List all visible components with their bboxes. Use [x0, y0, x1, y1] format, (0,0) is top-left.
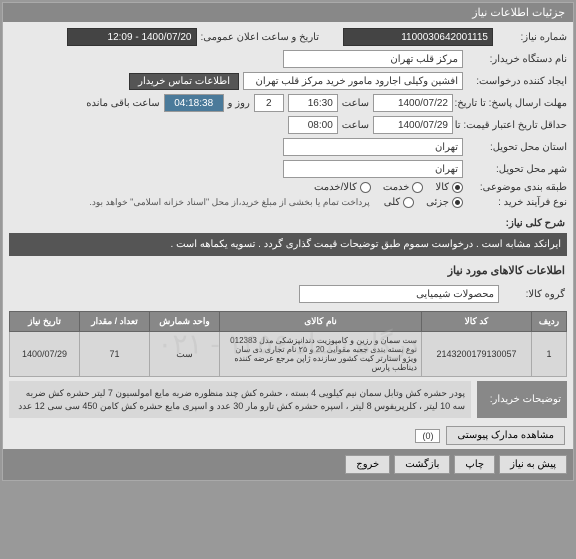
radio-full[interactable] — [452, 197, 463, 208]
class-label: طبقه بندی موضوعی: — [467, 182, 567, 193]
radio-khadmat-label: خدمت — [383, 182, 410, 193]
th-qty: تعداد / مقدار — [80, 312, 150, 332]
panel-header: جزئیات اطلاعات نیاز — [3, 3, 573, 22]
table-row[interactable]: 1 2143200179130057 ست سمان و رزین و کامپ… — [10, 332, 567, 377]
items-table: ردیف کد کالا نام کالای واحد شمارش تعداد … — [9, 311, 567, 377]
radio-kalakhdmat-item[interactable]: کالا/خدمت — [314, 182, 371, 193]
attach-label: مشاهده مدارک پیوستی — [457, 430, 554, 441]
deadline-time-field: 16:30 — [288, 94, 338, 112]
cell-code: 2143200179130057 — [422, 332, 532, 377]
th-code: کد کالا — [422, 312, 532, 332]
countdown-label: ساعت باقی مانده — [86, 98, 159, 109]
attach-count: (0) — [415, 429, 440, 443]
contact-button[interactable]: اطلاعات تماس خریدار — [129, 73, 239, 90]
radio-kala-label: کالا — [435, 182, 449, 193]
buyer-label: نام دستگاه خریدار: — [467, 54, 567, 65]
group-field: محصولات شیمیایی — [299, 285, 499, 303]
cell-row: 1 — [532, 332, 567, 377]
remarks-body: پودر حشره کش وتابل سمان نیم کیلویی 4 بست… — [9, 381, 471, 418]
back-button[interactable]: بازگشت — [394, 455, 450, 474]
deadline-date-field: 1400/07/22 — [373, 94, 453, 112]
radio-kala[interactable] — [452, 182, 463, 193]
time-label-2: ساعت — [342, 120, 369, 131]
exit-button[interactable]: خروج — [345, 455, 390, 474]
requester-label: ایجاد کننده درخواست: — [467, 76, 567, 87]
class-radio-group: کالا خدمت کالا/خدمت — [314, 182, 463, 193]
cell-name: ست سمان و رزین و کامپوزیت دندانپزشکی مدل… — [220, 332, 422, 377]
need-number-label: شماره نیاز: — [497, 32, 567, 43]
days-remain-field: 2 — [254, 94, 284, 112]
radio-kala-item[interactable]: کالا — [435, 182, 463, 193]
cell-unit: ست — [150, 332, 220, 377]
radio-khadmat-item[interactable]: خدمت — [383, 182, 424, 193]
group-label: گروه کالا: — [505, 289, 565, 300]
answer-button[interactable]: پیش به نیاز — [499, 455, 567, 474]
radio-partial-label: کلی — [384, 197, 400, 208]
need-number-field: 1100030642001115 — [343, 28, 493, 46]
print-button[interactable]: چاپ — [454, 455, 495, 474]
issue-place-label: استان محل تحویل: — [467, 142, 567, 153]
radio-kalakhdmat-label: کالا/خدمت — [314, 182, 357, 193]
desc-box: ایرانکد مشابه است . درخواست سموم طبق توض… — [9, 233, 567, 256]
attach-button[interactable]: مشاهده مدارک پیوستی — [446, 426, 565, 445]
process-note: پرداخت تمام یا بخشی از مبلغ خرید،از محل … — [89, 197, 369, 208]
desc-label: شرح کلی نیاز: — [485, 218, 565, 229]
time-label-1: ساعت — [342, 98, 369, 109]
validity-label: حداقل تاریخ اعتبار قیمت: تا تاریخ: — [457, 120, 567, 131]
city-field: تهران — [283, 160, 463, 178]
days-label: روز و — [228, 98, 250, 109]
remarks-label: توضیحات خریدار: — [477, 381, 567, 418]
items-section-title: اطلاعات کالاهای مورد نیاز — [3, 260, 573, 281]
remarks-row: توضیحات خریدار: پودر حشره کش وتابل سمان … — [9, 381, 567, 418]
validity-time-field: 08:00 — [288, 116, 338, 134]
cell-date: 1400/07/29 — [10, 332, 80, 377]
process-label: نوع فرآیند خرید : — [467, 197, 567, 208]
datetime-field: 1400/07/20 - 12:09 — [67, 28, 197, 46]
radio-full-item[interactable]: جزئی — [426, 197, 463, 208]
deadline-label: مهلت ارسال پاسخ: تا تاریخ: — [457, 98, 567, 109]
radio-kalakhdmat[interactable] — [360, 182, 371, 193]
cell-qty: 71 — [80, 332, 150, 377]
form-area: شماره نیاز: 1100030642001115 تاریخ و ساع… — [3, 22, 573, 218]
main-panel: جزئیات اطلاعات نیاز شماره نیاز: 11000306… — [2, 2, 574, 481]
attach-row: مشاهده مدارک پیوستی (0) — [3, 422, 573, 449]
th-row: ردیف — [532, 312, 567, 332]
validity-date-field: 1400/07/29 — [373, 116, 453, 134]
th-date: تاریخ نیاز — [10, 312, 80, 332]
bottom-bar: پیش به نیاز چاپ بازگشت خروج — [3, 449, 573, 480]
radio-full-label: جزئی — [426, 197, 449, 208]
radio-khadmat[interactable] — [412, 182, 423, 193]
radio-partial[interactable] — [403, 197, 414, 208]
countdown-field: 04:18:38 — [164, 94, 224, 112]
requester-field: افشین وکیلی اجارود مامور خرید مرکز قلب ت… — [243, 72, 463, 90]
buyer-field: مرکز قلب تهران — [283, 50, 463, 68]
issue-place-field: تهران — [283, 138, 463, 156]
datetime-label: تاریخ و ساعت اعلان عمومی: — [201, 32, 320, 43]
th-unit: واحد شمارش — [150, 312, 220, 332]
th-name: نام کالای — [220, 312, 422, 332]
city-label: شهر محل تحویل: — [467, 164, 567, 175]
process-radio-group: جزئی کلی — [384, 197, 463, 208]
radio-partial-item[interactable]: کلی — [384, 197, 414, 208]
